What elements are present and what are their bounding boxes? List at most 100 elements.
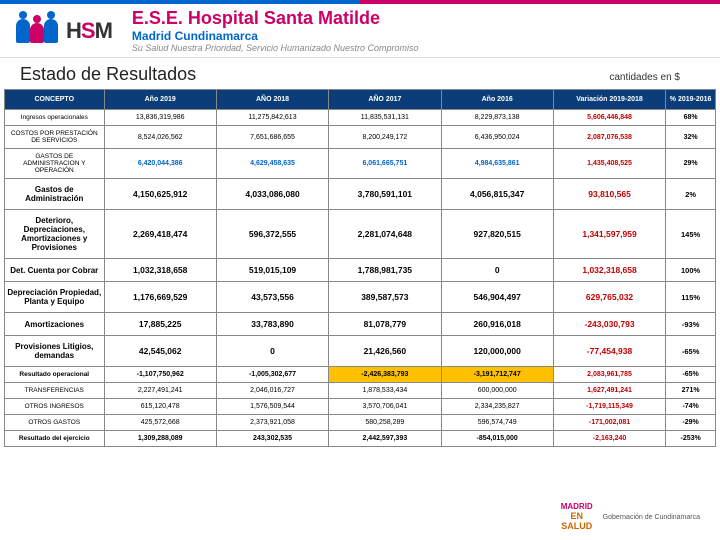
- logo-text: HSM: [66, 18, 112, 44]
- value-cell: 1,878,533,434: [329, 383, 441, 399]
- concept-cell: GASTOS DE ADMINISTRACION Y OPERACIÓN: [5, 149, 105, 179]
- value-cell: 425,572,668: [104, 415, 216, 431]
- table-row: Deterioro, Depreciaciones, Amortizacione…: [5, 210, 716, 259]
- percent-cell: -29%: [666, 415, 716, 431]
- value-cell: 1,309,288,089: [104, 431, 216, 447]
- variation-cell: 1,341,597,959: [553, 210, 665, 259]
- value-cell: 600,000,000: [441, 383, 553, 399]
- value-cell: 8,524,026,562: [104, 126, 216, 149]
- value-cell: 2,269,418,474: [104, 210, 216, 259]
- concept-cell: Ingresos operacionales: [5, 110, 105, 126]
- variation-cell: -2,163,240: [553, 431, 665, 447]
- table-row: OTROS GASTOS425,572,6682,373,921,058580,…: [5, 415, 716, 431]
- footer-logos: MADRID EN SALUD Gobernación de Cundinama…: [561, 503, 700, 532]
- hospital-name: E.S.E. Hospital Santa Matilde: [132, 8, 419, 29]
- percent-cell: -93%: [666, 313, 716, 336]
- value-cell: 6,420,044,386: [104, 149, 216, 179]
- value-cell: 1,032,318,658: [104, 259, 216, 282]
- value-cell: 43,573,556: [216, 282, 328, 313]
- column-header: Variación 2019-2018: [553, 90, 665, 110]
- value-cell: 2,227,491,241: [104, 383, 216, 399]
- column-header: Año 2019: [104, 90, 216, 110]
- value-cell: 260,916,018: [441, 313, 553, 336]
- value-cell: 21,426,560: [329, 336, 441, 367]
- hospital-tagline: Su Salud Nuestra Prioridad, Servicio Hum…: [132, 43, 419, 53]
- page-title: Estado de Resultados: [20, 64, 196, 85]
- table-body: Ingresos operacionales13,836,319,98611,2…: [5, 110, 716, 447]
- variation-cell: 2,083,961,785: [553, 367, 665, 383]
- percent-cell: 100%: [666, 259, 716, 282]
- value-cell: 389,587,573: [329, 282, 441, 313]
- table-row: Gastos de Administración4,150,625,9124,0…: [5, 179, 716, 210]
- percent-cell: -65%: [666, 336, 716, 367]
- value-cell: 8,229,873,138: [441, 110, 553, 126]
- percent-cell: 115%: [666, 282, 716, 313]
- value-cell: 8,200,249,172: [329, 126, 441, 149]
- variation-cell: -1,719,115,349: [553, 399, 665, 415]
- value-cell: 1,788,981,735: [329, 259, 441, 282]
- concept-cell: Deterioro, Depreciaciones, Amortizacione…: [5, 210, 105, 259]
- value-cell: 580,258,289: [329, 415, 441, 431]
- table-row: COSTOS POR PRESTACIÓN DE SERVICIOS8,524,…: [5, 126, 716, 149]
- value-cell: 2,334,235,827: [441, 399, 553, 415]
- variation-cell: 93,810,565: [553, 179, 665, 210]
- column-header: CONCEPTO: [5, 90, 105, 110]
- concept-cell: Gastos de Administración: [5, 179, 105, 210]
- value-cell: 0: [441, 259, 553, 282]
- concept-cell: TRANSFERENCIAS: [5, 383, 105, 399]
- column-header: AÑO 2017: [329, 90, 441, 110]
- salud-badge: MADRID EN SALUD: [561, 503, 593, 532]
- percent-cell: 2%: [666, 179, 716, 210]
- percent-cell: 145%: [666, 210, 716, 259]
- currency-note: cantidades en $: [609, 72, 700, 83]
- variation-cell: -243,030,793: [553, 313, 665, 336]
- value-cell: 7,651,686,655: [216, 126, 328, 149]
- value-cell: 927,820,515: [441, 210, 553, 259]
- cundinamarca-logo: Gobernación de Cundinamarca: [603, 514, 700, 521]
- value-cell: 4,056,815,347: [441, 179, 553, 210]
- value-cell: -1,107,750,962: [104, 367, 216, 383]
- value-cell: 2,373,921,058: [216, 415, 328, 431]
- value-cell: 2,281,074,648: [329, 210, 441, 259]
- table-row: Provisiones Litigios, demandas42,545,062…: [5, 336, 716, 367]
- value-cell: 42,545,062: [104, 336, 216, 367]
- value-cell: 546,904,497: [441, 282, 553, 313]
- concept-cell: Det. Cuenta por Cobrar: [5, 259, 105, 282]
- column-header: Año 2016: [441, 90, 553, 110]
- concept-cell: Resultado del ejercicio: [5, 431, 105, 447]
- table-row: Amortizaciones17,885,22533,783,89081,078…: [5, 313, 716, 336]
- logo-figures-icon: [16, 19, 58, 43]
- variation-cell: 1,627,491,241: [553, 383, 665, 399]
- value-cell: 6,436,950,024: [441, 126, 553, 149]
- value-cell: 0: [216, 336, 328, 367]
- percent-cell: -65%: [666, 367, 716, 383]
- percent-cell: 32%: [666, 126, 716, 149]
- value-cell: 11,835,531,131: [329, 110, 441, 126]
- results-table: CONCEPTOAño 2019AÑO 2018AÑO 2017Año 2016…: [4, 89, 716, 447]
- percent-cell: 68%: [666, 110, 716, 126]
- concept-cell: OTROS GASTOS: [5, 415, 105, 431]
- value-cell: 3,570,706,041: [329, 399, 441, 415]
- value-cell: 6,061,665,751: [329, 149, 441, 179]
- table-row: GASTOS DE ADMINISTRACION Y OPERACIÓN6,42…: [5, 149, 716, 179]
- value-cell: 615,120,478: [104, 399, 216, 415]
- value-cell: 4,629,458,635: [216, 149, 328, 179]
- title-row: Estado de Resultados cantidades en $: [0, 58, 720, 89]
- value-cell: 3,780,591,101: [329, 179, 441, 210]
- value-cell: -1,005,302,677: [216, 367, 328, 383]
- percent-cell: 29%: [666, 149, 716, 179]
- value-cell: 4,033,086,080: [216, 179, 328, 210]
- variation-cell: 629,765,032: [553, 282, 665, 313]
- variation-cell: -77,454,938: [553, 336, 665, 367]
- hospital-location: Madrid Cundinamarca: [132, 29, 419, 43]
- logo: HSM: [16, 18, 112, 44]
- page-header: HSM E.S.E. Hospital Santa Matilde Madrid…: [0, 0, 720, 58]
- value-cell: 2,046,016,727: [216, 383, 328, 399]
- value-cell: 4,984,635,861: [441, 149, 553, 179]
- header-titles: E.S.E. Hospital Santa Matilde Madrid Cun…: [132, 8, 419, 53]
- value-cell: 120,000,000: [441, 336, 553, 367]
- concept-cell: COSTOS POR PRESTACIÓN DE SERVICIOS: [5, 126, 105, 149]
- concept-cell: Depreciación Propiedad, Planta y Equipo: [5, 282, 105, 313]
- variation-cell: -171,002,081: [553, 415, 665, 431]
- value-cell: 11,275,842,613: [216, 110, 328, 126]
